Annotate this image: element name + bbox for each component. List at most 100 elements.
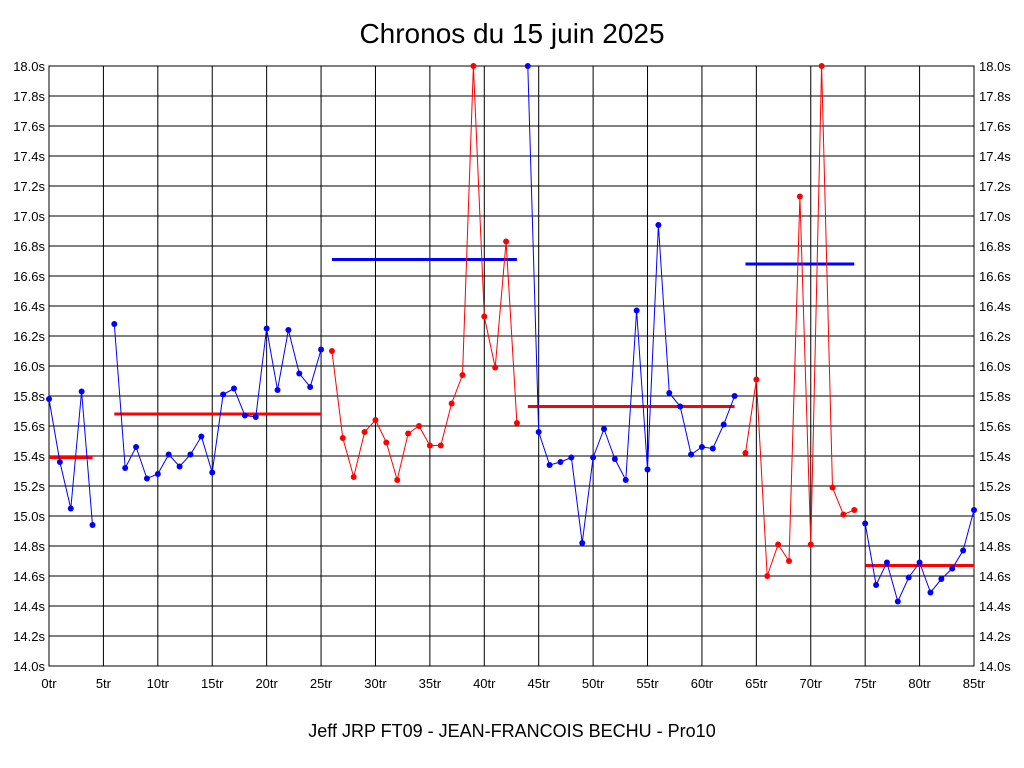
data-point [372,417,379,423]
y-tick-label-right: 17.8s [979,89,1011,104]
data-point [122,465,129,471]
data-point [89,522,96,528]
data-point [688,451,695,458]
data-point [111,321,118,327]
plot-frame [48,65,975,667]
x-tick-label: 15tr [201,676,224,691]
data-point [883,559,890,566]
x-tick-label: 80tr [908,676,931,691]
data-point [209,469,216,476]
data-point [176,463,183,470]
data-point [960,547,967,554]
data-point [764,573,771,579]
data-point [622,477,629,483]
series-lines [46,63,977,605]
data-point [503,238,510,245]
data-point [307,384,314,390]
data-point [263,325,270,332]
y-tick-label-right: 15.4s [979,449,1011,464]
y-tick-label-left: 15.6s [13,419,45,434]
x-tick-label: 10tr [147,676,170,691]
y-tick-label-left: 17.2s [13,179,45,194]
data-point [873,582,880,588]
data-point [590,454,597,461]
data-point [448,400,455,407]
data-point [437,442,444,449]
data-point [655,222,662,228]
data-point [383,439,390,446]
average-lines [49,258,974,567]
y-tick-label-left: 16.8s [13,239,45,254]
data-point [633,307,640,314]
y-tick-label-right: 15.2s [979,479,1011,494]
chart-footer: Jeff JRP FT09 - JEAN-FRANCOIS BECHU - Pr… [308,721,716,741]
y-tick-label-left: 16.2s [13,329,45,344]
data-point [187,451,194,458]
data-point [67,505,74,512]
data-point [611,456,618,462]
data-point [46,396,52,402]
data-point [198,433,205,440]
data-point [318,346,325,353]
y-tick-label-left: 14.8s [13,539,45,554]
data-point [426,442,433,449]
data-point [557,459,564,465]
y-tick-labels-right: 14.0s 14.2s 14.4s 14.6s 14.8s 15.0s 15.2s 15.4s… [979,59,1011,674]
y-tick-label-left: 17.0s [13,209,45,224]
x-tick-label: 65tr [745,676,768,691]
data-point [579,540,586,546]
x-tick-label: 0tr [41,676,57,691]
y-tick-label-right: 15.8s [979,389,1011,404]
data-point [133,444,140,450]
y-tick-label-left: 17.4s [13,149,45,164]
y-tick-label-right: 16.4s [979,299,1011,314]
data-point [644,466,651,473]
x-tick-label: 60tr [691,676,714,691]
data-point [252,414,259,420]
y-tick-label-right: 17.4s [979,149,1011,164]
data-point [339,435,346,441]
x-tick-label: 5tr [96,676,112,691]
y-tick-label-right: 16.8s [979,239,1011,254]
data-point [731,393,738,399]
data-point [720,421,727,428]
data-point [231,385,237,392]
series-line [331,65,518,482]
y-tick-label-left: 15.2s [13,479,45,494]
data-point [524,63,531,69]
data-point [949,565,956,572]
x-tick-label: 85tr [963,676,986,691]
series-line [527,65,736,544]
data-point [905,574,912,581]
y-tick-labels-left: 14.0s 14.2s 14.4s 14.6s 14.8s 15.0s 15.2s 15.4s… [13,59,45,674]
data-point [818,63,825,69]
data-point [546,462,553,468]
data-point [459,372,466,378]
x-tick-label: 20tr [255,676,278,691]
y-tick-label-left: 16.6s [13,269,45,284]
chart-title: Chronos du 15 juin 2025 [359,18,665,49]
data-point [709,445,716,452]
x-tick-label: 50tr [582,676,605,691]
y-tick-label-left: 16.4s [13,299,45,314]
y-tick-label-right: 16.0s [979,359,1011,374]
x-tick-label: 55tr [636,676,659,691]
y-tick-label-left: 17.8s [13,89,45,104]
y-tick-label-left: 15.8s [13,389,45,404]
data-point [470,63,477,69]
y-tick-label-left: 15.0s [13,509,45,524]
x-tick-label: 70tr [800,676,823,691]
data-point [274,387,281,393]
data-point [296,370,303,377]
y-tick-label-left: 18.0s [13,59,45,74]
data-point [154,471,161,477]
data-point [666,390,673,396]
data-point [361,429,368,435]
y-tick-label-right: 14.8s [979,539,1011,554]
data-point [601,426,607,432]
y-tick-label-right: 17.2s [979,179,1011,194]
data-point [481,313,488,320]
y-tick-label-left: 14.0s [13,659,45,674]
x-tick-label: 40tr [473,676,496,691]
data-point [328,348,335,354]
